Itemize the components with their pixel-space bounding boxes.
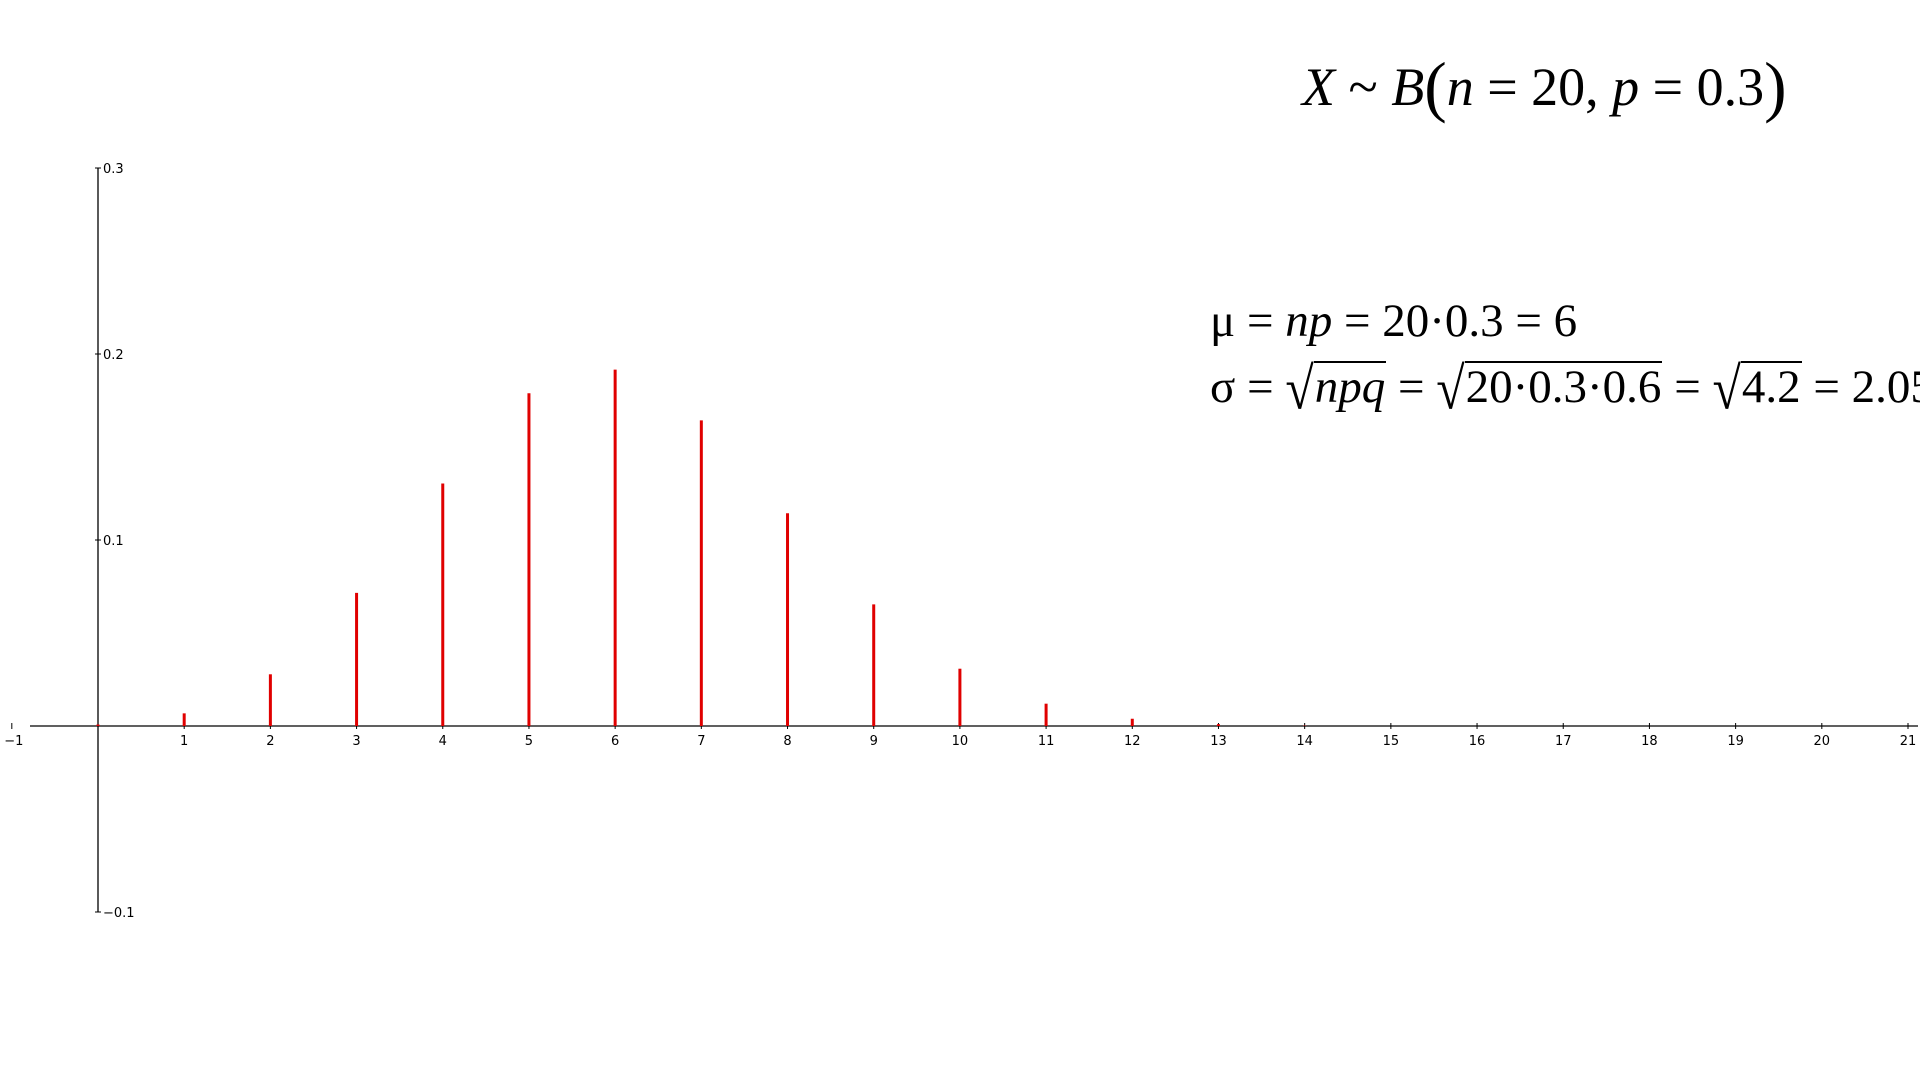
x-tick-label: 10 (952, 734, 969, 749)
x-tick-label: 5 (525, 734, 533, 749)
x-tick-label: 11 (1038, 734, 1055, 749)
x-tick-label: 19 (1727, 734, 1744, 749)
x-tick-label: 15 (1383, 734, 1400, 749)
y-tick-label: −0.1 (103, 906, 135, 921)
y-tick-label: 0.3 (103, 162, 124, 177)
x-tick-label: 18 (1641, 734, 1658, 749)
x-tick-label: 2 (266, 734, 274, 749)
distribution-title: X ~ B(n = 20, p = 0.3) (1302, 49, 1787, 124)
x-tick-label: 8 (783, 734, 791, 749)
x-tick-label: 13 (1210, 734, 1227, 749)
mean-formula: μ = np = 20·0.3 = 6 (1210, 295, 1578, 347)
x-tick-label: 4 (439, 734, 447, 749)
y-tick-label: 0.2 (103, 348, 124, 363)
x-tick-label: 21 (1900, 734, 1917, 749)
y-tick-label: 0.1 (103, 534, 124, 549)
x-tick-label: 20 (1814, 734, 1831, 749)
x-tick-label: 3 (352, 734, 360, 749)
x-tick-label: 7 (697, 734, 705, 749)
x-tick-label: 6 (611, 734, 619, 749)
x-tick-label: 17 (1555, 734, 1572, 749)
std-dev-formula: σ = √npq = √20·0.3·0.6 = √4.2 = 2.05 (1210, 356, 1920, 423)
x-tick-label: 16 (1469, 734, 1486, 749)
x-tick-label: 1 (180, 734, 188, 749)
x-tick-label: −1 (4, 734, 23, 749)
x-tick-label: 9 (870, 734, 878, 749)
x-tick-label: 12 (1124, 734, 1141, 749)
x-tick-label: 14 (1296, 734, 1313, 749)
